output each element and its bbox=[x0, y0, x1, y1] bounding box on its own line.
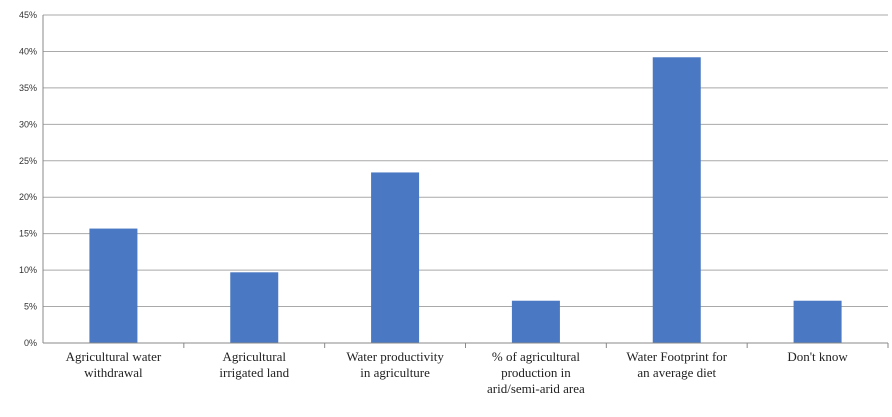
y-axis-tick-labels: 0% 5% 10% 15% 20% 25% 30% 35% 40% 45% bbox=[19, 10, 37, 348]
y-tick-label: 35% bbox=[19, 83, 37, 93]
y-tick-label: 0% bbox=[24, 338, 37, 348]
x-category-label-line: production in bbox=[501, 365, 571, 380]
axes bbox=[42, 15, 889, 348]
x-category-label-line: Don't know bbox=[787, 349, 848, 364]
y-tick-label: 5% bbox=[24, 302, 37, 312]
x-category-label-line: Agricultural water bbox=[66, 349, 162, 364]
bar bbox=[793, 300, 842, 343]
y-tick-label: 30% bbox=[19, 119, 37, 129]
y-tick-label: 20% bbox=[19, 192, 37, 202]
x-category-label-line: an average diet bbox=[637, 365, 716, 380]
gridlines bbox=[43, 14, 888, 308]
bar bbox=[371, 172, 420, 343]
bar bbox=[89, 228, 138, 343]
x-category-label-line: Water Footprint for bbox=[626, 349, 727, 364]
bar bbox=[230, 272, 279, 343]
bar bbox=[652, 57, 701, 344]
x-category-label: Don't know bbox=[787, 349, 848, 364]
y-tick-label: 40% bbox=[19, 46, 37, 56]
x-category-label-line: Agricultural bbox=[222, 349, 286, 364]
x-axis-category-labels: Agricultural waterwithdrawalAgricultural… bbox=[66, 349, 849, 396]
y-tick-label: 15% bbox=[19, 229, 37, 239]
x-category-label-line: Water productivity bbox=[346, 349, 444, 364]
x-category-label-line: in agriculture bbox=[360, 365, 430, 380]
bars bbox=[89, 57, 842, 344]
x-category-label-line: % of agricultural bbox=[492, 349, 580, 364]
x-category-label-line: arid/semi-arid area bbox=[487, 381, 585, 396]
x-category-label-line: irrigated land bbox=[219, 365, 289, 380]
x-category-label-line: withdrawal bbox=[84, 365, 143, 380]
y-tick-label: 10% bbox=[19, 265, 37, 275]
y-tick-label: 45% bbox=[19, 10, 37, 20]
y-tick-label: 25% bbox=[19, 156, 37, 166]
bar bbox=[511, 300, 560, 343]
